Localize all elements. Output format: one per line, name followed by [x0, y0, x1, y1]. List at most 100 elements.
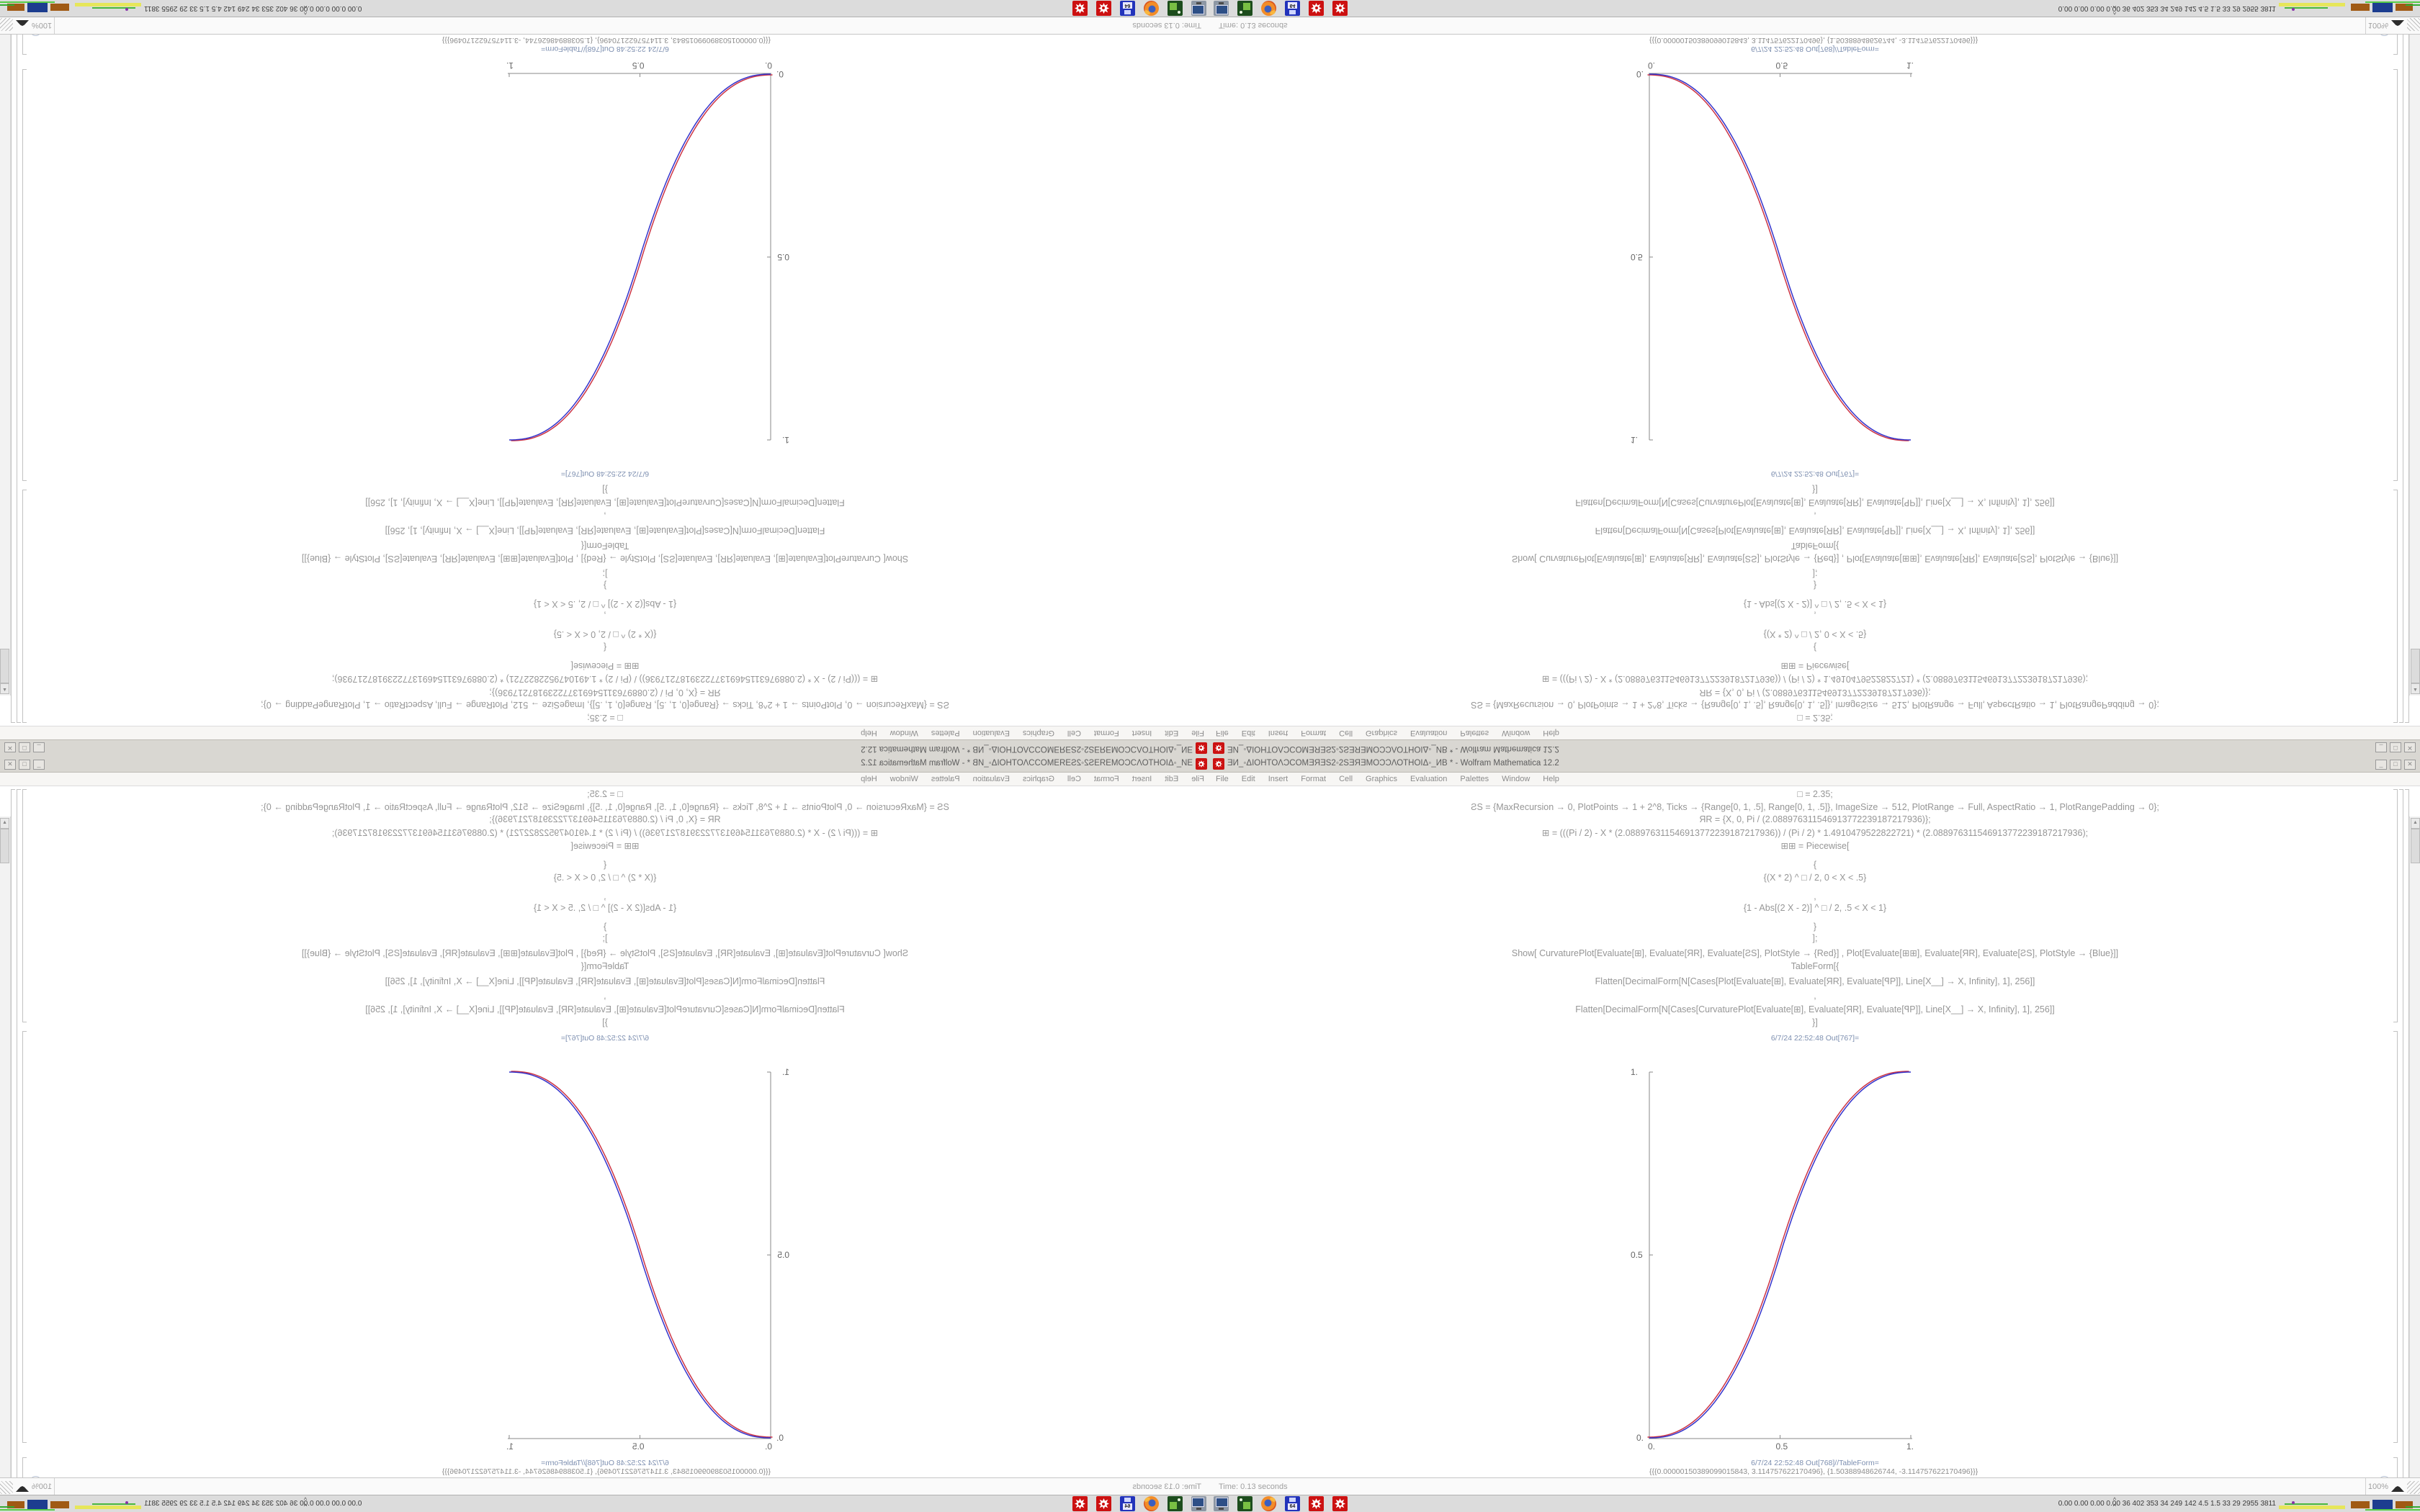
cell-bracket-plot-output[interactable] [22, 69, 27, 481]
code-line[interactable]: {1 - Abs[(2 X - 2)] ^ □ / 2, .5 < X < 1} [533, 599, 677, 609]
cell-bracket-plot-output[interactable] [22, 1031, 27, 1443]
code-line[interactable]: Show[ CurvaturePlot[Evaluate[⊞], Evaluat… [301, 554, 909, 564]
code-line[interactable]: , [604, 511, 606, 521]
vertical-scrollbar[interactable]: ▲ ▼ [0, 816, 11, 1508]
code-line[interactable]: Show[ CurvaturePlot[Evaluate[⊞], Evaluat… [1511, 554, 2119, 564]
mathematica-icon[interactable] [1072, 1, 1088, 16]
menu-item[interactable]: Graphics [1022, 775, 1054, 783]
code-line[interactable]: ƧS = {MaxRecursion → 0, PlotPoints → 1 +… [1471, 802, 2159, 812]
code-line[interactable]: , [1814, 991, 1816, 1001]
menu-item[interactable]: Cell [1067, 729, 1081, 737]
cell-bracket-group[interactable] [2399, 789, 2403, 1493]
code-line[interactable]: {1 - Abs[(2 X - 2)] ^ □ / 2, .5 < X < 1} [1743, 903, 1887, 913]
menu-item[interactable]: Cell [1339, 729, 1353, 737]
code-line[interactable]: □ = 2.35; [1797, 789, 1833, 799]
menu-item[interactable]: Graphics [1366, 775, 1398, 783]
mathematica-icon[interactable] [1332, 1496, 1348, 1511]
vertical-scrollbar[interactable]: ▲ ▼ [2409, 816, 2420, 1508]
package-icon[interactable] [1237, 1496, 1252, 1511]
titlebar[interactable]: ƎИ_◦ΔIOHTOΛƆCOMƎЯƎS2◦2SƎЯƎMOƆƆΛΟΤΗΟΙΔ◦_И… [1210, 756, 2420, 773]
menu-item[interactable]: Window [1502, 729, 1531, 737]
code-line[interactable]: □ = 2.35; [587, 789, 623, 799]
code-line[interactable]: ЯR = {X, 0, Pi / (2.08897631154691377223… [1699, 814, 1931, 824]
scrollbar-thumb[interactable] [2411, 649, 2420, 683]
minimize-button[interactable]: _ [33, 760, 45, 770]
cell-bracket-plot-output[interactable] [2393, 1031, 2398, 1443]
menu-item[interactable]: Format [1301, 775, 1327, 783]
code-line[interactable]: ]; [1812, 569, 1818, 579]
menu-item[interactable]: Evaluation [972, 775, 1010, 783]
cell-bracket-outer[interactable] [11, 789, 15, 1500]
mathematica-icon[interactable] [1332, 1, 1348, 16]
cell-bracket-group[interactable] [17, 19, 21, 723]
code-line[interactable]: ⊞⊞ = Piecewise[ [570, 841, 640, 851]
mathematica-icon[interactable] [1096, 1496, 1111, 1511]
code-line[interactable]: { [603, 642, 607, 652]
magnification-dropdown[interactable]: 100% [2367, 21, 2388, 30]
magnification-arrow-icon[interactable] [16, 20, 29, 26]
firefox-icon[interactable] [1261, 1496, 1276, 1511]
code-line[interactable]: {(X * 2) ^ □ / 2, 0 < X < .5} [1763, 873, 1867, 883]
cell-bracket-input[interactable] [2393, 789, 2398, 1022]
code-line[interactable]: □ = 2.35; [587, 713, 623, 723]
code-line[interactable]: TableForm[{ [1791, 961, 1839, 971]
menu-item[interactable]: Graphics [1366, 729, 1398, 737]
menu-item[interactable]: Format [1093, 775, 1119, 783]
code-line[interactable]: Flatten[DecimalForm[N[Cases[Plot[Evaluat… [1595, 526, 2035, 536]
titlebar[interactable]: ƎИ_◦ΔIOHTOΛƆCOMƎЯƎS2◦2SƎЯƎMOƆƆΛΟΤΗΟΙΔ◦_И… [0, 756, 1210, 773]
curvature-plot[interactable]: 0. 0.5 1. 0. 0.5 1. [475, 53, 814, 445]
tray-chevron-icon[interactable]: ^ ^ [2112, 1496, 2117, 1510]
mathematica-icon[interactable] [1072, 1496, 1088, 1511]
floppy64-icon[interactable]: 64 [1285, 1, 1300, 16]
code-line[interactable]: ⊞ = (((Pi / 2) - X * (2.0889763115469137… [1541, 828, 2089, 838]
computer-icon[interactable] [1214, 1, 1229, 16]
cell-bracket-input[interactable] [22, 490, 27, 723]
code-line[interactable]: Flatten[DecimalForm[N[Cases[CurvaturePlo… [1575, 1004, 2055, 1014]
package-icon[interactable] [1168, 1496, 1183, 1511]
menu-item[interactable]: Help [861, 775, 877, 783]
package-icon[interactable] [1237, 1, 1252, 16]
notebook-area[interactable]: □ = 2.35; ƧS = {MaxRecursion → 0, PlotPoi… [1210, 0, 2420, 726]
floppy64-icon[interactable]: 64 [1120, 1496, 1135, 1511]
minimize-button[interactable]: _ [2375, 760, 2387, 770]
titlebar[interactable]: ƎИ_◦ΔIOHTOΛƆCOMƎЯƎS2◦2SƎЯƎMOƆƆΛΟΤΗΟΙΔ◦_И… [0, 739, 1210, 756]
code-line[interactable]: TableForm[{ [581, 961, 629, 971]
scroll-up-icon[interactable]: ▲ [0, 683, 9, 694]
firefox-icon[interactable] [1261, 1, 1276, 16]
code-line[interactable]: Show[ CurvaturePlot[Evaluate[⊞], Evaluat… [301, 948, 909, 958]
code-line[interactable]: ƧS = {MaxRecursion → 0, PlotPoints → 1 +… [1471, 700, 2159, 710]
curvature-plot[interactable]: 0. 0.5 1. 0. 0.5 1. [475, 1067, 814, 1459]
menu-item[interactable]: Palettes [931, 729, 960, 737]
code-line[interactable]: ⊞ = (((Pi / 2) - X * (2.0889763115469137… [331, 828, 879, 838]
code-line[interactable]: , [1814, 891, 1816, 901]
menu-item[interactable]: Evaluation [972, 729, 1010, 737]
magnification-dropdown[interactable]: 100% [2367, 1482, 2388, 1491]
menu-item[interactable]: Window [889, 729, 918, 737]
scrollbar-thumb[interactable] [0, 649, 9, 683]
menu-item[interactable]: Evaluation [1410, 775, 1448, 783]
resize-grip[interactable] [2407, 18, 2420, 31]
menu-item[interactable]: Format [1093, 729, 1119, 737]
code-line[interactable]: } [1813, 580, 1817, 590]
menu-item[interactable]: Palettes [1460, 729, 1489, 737]
code-line[interactable]: ⊞⊞ = Piecewise[ [1780, 661, 1850, 671]
code-line[interactable]: {(X * 2) ^ □ / 2, 0 < X < .5} [553, 629, 657, 639]
menu-item[interactable]: Edit [1241, 729, 1255, 737]
menu-item[interactable]: Edit [1241, 775, 1255, 783]
code-line[interactable]: {1 - Abs[(2 X - 2)] ^ □ / 2, .5 < X < 1} [533, 903, 677, 913]
menu-item[interactable]: File [1216, 775, 1229, 783]
cell-bracket-group[interactable] [2399, 19, 2403, 723]
code-line[interactable]: Flatten[DecimalForm[N[Cases[CurvaturePlo… [365, 498, 845, 508]
code-line[interactable]: Flatten[DecimalForm[N[Cases[CurvaturePlo… [365, 1004, 845, 1014]
computer-icon[interactable] [1191, 1496, 1206, 1511]
menu-item[interactable]: Insert [1131, 729, 1152, 737]
mathematica-icon[interactable] [1309, 1496, 1324, 1511]
code-line[interactable]: }] [1812, 485, 1818, 495]
scrollbar-thumb[interactable] [2411, 829, 2420, 863]
scroll-up-icon[interactable]: ▲ [0, 818, 9, 829]
magnification-dropdown[interactable]: 100% [32, 21, 53, 30]
menu-item[interactable]: Palettes [1460, 775, 1489, 783]
code-line[interactable]: TableForm[{ [1791, 541, 1839, 551]
code-line[interactable]: Flatten[DecimalForm[N[Cases[CurvaturePlo… [1575, 498, 2055, 508]
code-line[interactable]: , [1814, 611, 1816, 621]
